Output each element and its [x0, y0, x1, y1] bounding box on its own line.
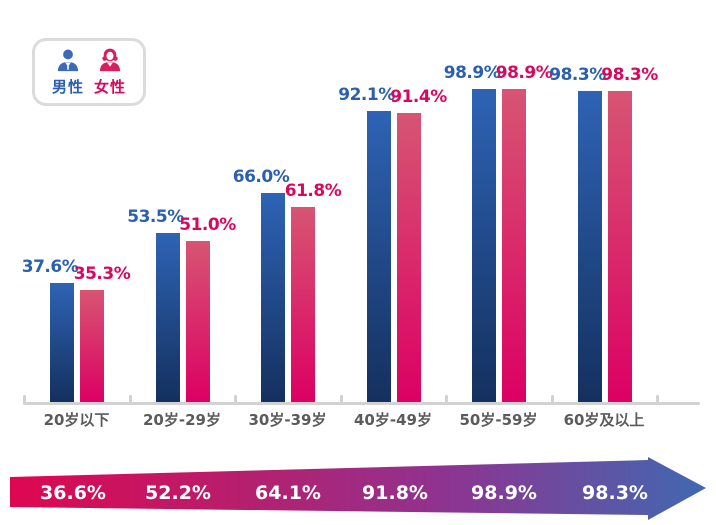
- bar-male-3: [366, 110, 391, 402]
- legend-male-label: 男性: [51, 78, 84, 96]
- value-label-male-4: 98.9%: [443, 63, 501, 84]
- trend-arrow-value-3: 91.8%: [362, 482, 428, 504]
- x-axis-label-0: 20岁以下: [43, 411, 110, 429]
- x-axis-tick-3: [339, 395, 343, 404]
- bar-female-4: [502, 89, 526, 402]
- x-axis-tick-2: [234, 395, 237, 404]
- trend-arrow: 36.6% 52.2% 64.1% 91.8% 98.9% 98.3%: [10, 457, 706, 520]
- x-axis-tick-4: [445, 395, 448, 404]
- legend-item-male: 男性: [52, 47, 84, 97]
- value-label-female-0: 35.3%: [73, 264, 131, 285]
- x-axis-line: [23, 402, 700, 405]
- trend-arrow-value-0: 36.6%: [40, 482, 106, 504]
- trend-arrow-value-1: 52.2%: [145, 482, 211, 504]
- trend-arrow-shape: [10, 457, 706, 520]
- bar-female-5: [607, 91, 632, 402]
- x-axis-tick-1: [128, 395, 132, 404]
- legend-item-female: 女性: [94, 47, 126, 97]
- value-label-male-0: 37.6%: [21, 257, 79, 278]
- x-axis-tick-0: [23, 395, 26, 404]
- bar-female-1: [185, 240, 210, 402]
- x-axis-label-2: 30岁-39岁: [248, 411, 327, 429]
- value-label-male-1: 53.5%: [127, 206, 184, 227]
- bar-male-4: [472, 89, 496, 402]
- bar-female-3: [396, 113, 421, 402]
- legend: 男性 女性: [32, 38, 146, 106]
- value-label-female-3: 91.4%: [390, 87, 447, 108]
- legend-female-label: 女性: [94, 78, 127, 96]
- bar-female-0: [80, 290, 104, 402]
- x-axis-label-1: 20岁-29岁: [143, 411, 221, 429]
- x-axis-label-4: 50岁-59岁: [459, 411, 538, 429]
- female-person-icon: [99, 48, 121, 72]
- bar-male-0: [50, 283, 74, 402]
- trend-arrow-values: 36.6% 52.2% 64.1% 91.8% 98.9% 98.3%: [40, 482, 648, 504]
- x-axis-label-5: 60岁及以上: [563, 411, 645, 429]
- bar-female-2: [291, 206, 315, 402]
- value-label-female-2: 61.8%: [284, 180, 342, 201]
- bar-male-1: [155, 232, 180, 402]
- trend-arrow-value-4: 98.9%: [471, 482, 537, 504]
- value-label-male-2: 66.0%: [232, 167, 290, 188]
- x-axis-tick-6: [656, 395, 659, 404]
- x-axis-tick-5: [550, 395, 554, 404]
- value-label-male-3: 92.1%: [338, 84, 395, 105]
- trend-arrow-value-5: 98.3%: [582, 482, 648, 504]
- bar-male-5: [577, 91, 602, 402]
- value-label-female-1: 51.0%: [179, 214, 236, 235]
- value-label-female-4: 98.9%: [495, 63, 553, 84]
- trend-arrow-value-2: 64.1%: [255, 482, 321, 504]
- male-person-icon: [57, 49, 79, 72]
- value-label-female-5: 98.3%: [601, 65, 658, 86]
- bar-male-2: [261, 193, 285, 402]
- value-label-male-5: 98.3%: [549, 65, 606, 86]
- x-axis-label-3: 40岁-49岁: [354, 411, 432, 429]
